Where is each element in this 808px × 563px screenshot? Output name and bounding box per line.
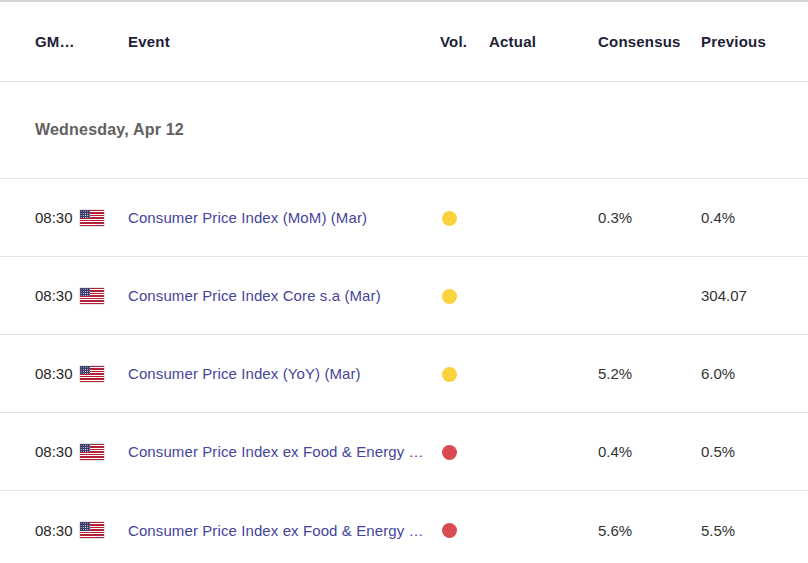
column-header-gmt: GM… xyxy=(35,33,128,50)
event-time: 08:30 xyxy=(35,209,73,226)
event-rows: 08:30 Consumer Price Index (MoM) (Mar) 0… xyxy=(0,179,808,563)
volatility-dot-icon xyxy=(442,445,457,460)
table-row[interactable]: 08:30 Consumer Price Index ex Food & Ene… xyxy=(0,491,808,563)
us-flag-icon xyxy=(80,288,104,304)
us-flag-icon xyxy=(80,366,104,382)
table-row[interactable]: 08:30 Consumer Price Index (MoM) (Mar) 0… xyxy=(0,179,808,257)
consensus-value: 5.2% xyxy=(598,365,701,382)
consensus-value: 0.4% xyxy=(598,443,701,460)
event-link[interactable]: Consumer Price Index (MoM) (Mar) xyxy=(128,209,440,226)
consensus-value: 5.6% xyxy=(598,522,701,539)
table-row[interactable]: 08:30 Consumer Price Index (YoY) (Mar) 5… xyxy=(0,335,808,413)
event-time: 08:30 xyxy=(35,365,73,382)
economic-calendar-table: GM… Event Vol. Actual Consensus Previous… xyxy=(0,0,808,563)
column-header-actual: Actual xyxy=(480,33,598,50)
previous-value: 304.07 xyxy=(701,287,808,304)
table-row[interactable]: 08:30 Consumer Price Index ex Food & Ene… xyxy=(0,413,808,491)
us-flag-icon xyxy=(80,522,104,538)
volatility-dot-icon xyxy=(442,289,457,304)
us-flag-icon xyxy=(80,210,104,226)
event-time: 08:30 xyxy=(35,443,73,460)
previous-value: 5.5% xyxy=(701,522,808,539)
event-link[interactable]: Consumer Price Index (YoY) (Mar) xyxy=(128,365,440,382)
column-header-consensus: Consensus xyxy=(598,33,701,50)
event-time: 08:30 xyxy=(35,287,73,304)
event-link[interactable]: Consumer Price Index ex Food & Energy … xyxy=(128,522,440,539)
event-time: 08:30 xyxy=(35,522,73,539)
previous-value: 6.0% xyxy=(701,365,808,382)
previous-value: 0.5% xyxy=(701,443,808,460)
volatility-dot-icon xyxy=(442,367,457,382)
table-row[interactable]: 08:30 Consumer Price Index Core s.a (Mar… xyxy=(0,257,808,335)
event-link[interactable]: Consumer Price Index Core s.a (Mar) xyxy=(128,287,440,304)
table-header-row: GM… Event Vol. Actual Consensus Previous xyxy=(0,2,808,82)
column-header-previous: Previous xyxy=(701,33,808,50)
date-header-row: Wednesday, Apr 12 xyxy=(0,82,808,179)
column-header-volatility: Vol. xyxy=(440,33,480,50)
previous-value: 0.4% xyxy=(701,209,808,226)
event-link[interactable]: Consumer Price Index ex Food & Energy … xyxy=(128,443,440,460)
volatility-dot-icon xyxy=(442,211,457,226)
column-header-event: Event xyxy=(128,33,440,50)
volatility-dot-icon xyxy=(442,523,457,538)
consensus-value: 0.3% xyxy=(598,209,701,226)
us-flag-icon xyxy=(80,444,104,460)
date-header: Wednesday, Apr 12 xyxy=(35,121,184,139)
